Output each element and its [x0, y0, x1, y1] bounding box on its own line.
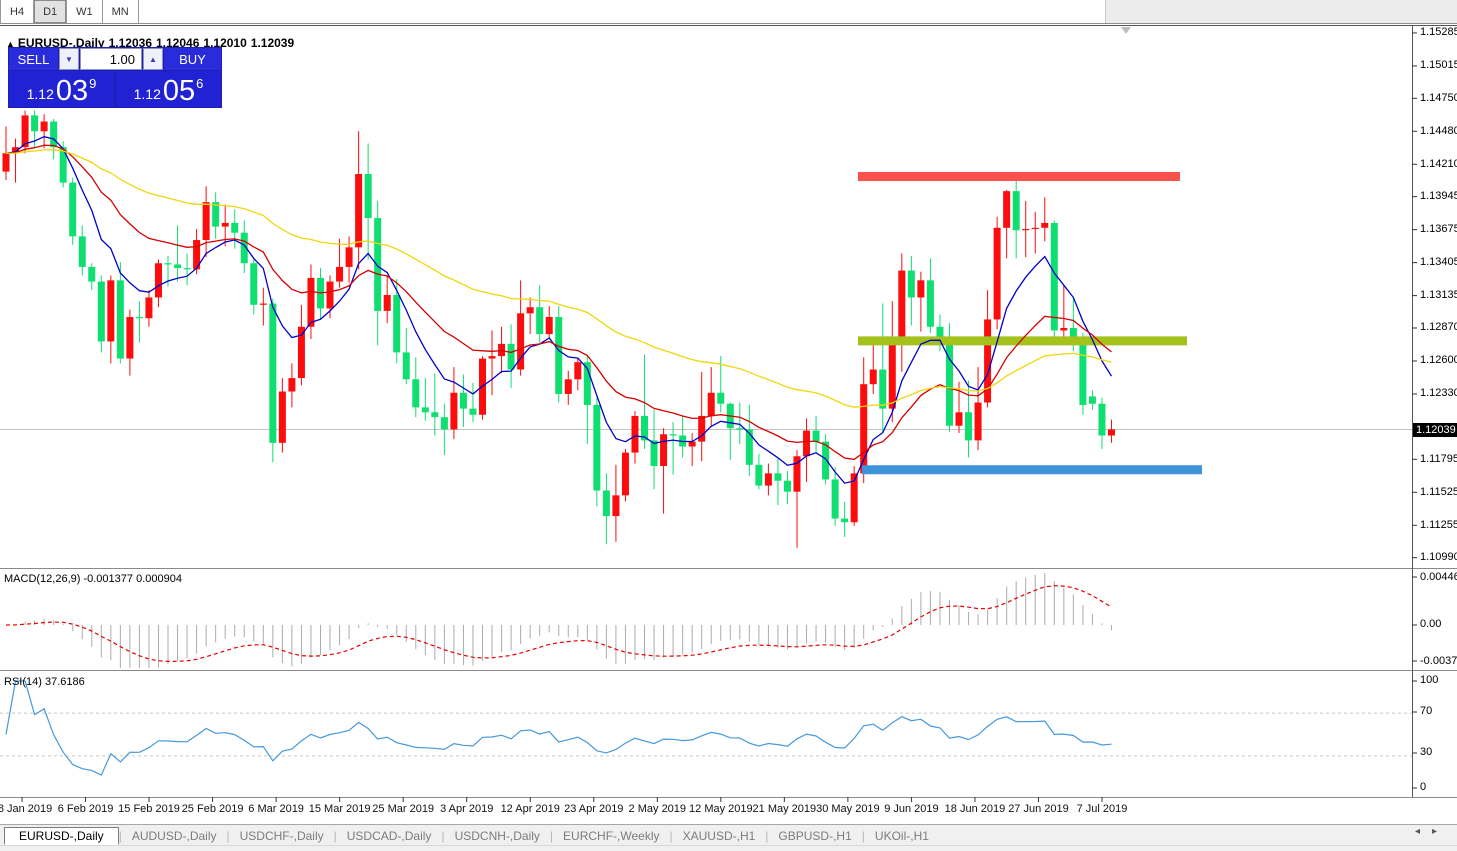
chart-ohlc-header: ▲ EURUSD-,Daily 1.12036 1.12046 1.12010 1.120… [6, 36, 298, 50]
date-axis-label: 18 Jun 2019 [944, 803, 1006, 815]
one-click-trade-panel: SELL ▼ 1.00 ▲ BUY 1.12 03 9 1.12 05 6 [8, 47, 222, 108]
rsi-axis-label: 70 [1420, 705, 1433, 717]
macd-axis-label: -0.003715 [1420, 655, 1457, 667]
ohlc-close: 1.12039 [250, 36, 295, 50]
chart-tab-5[interactable]: EURCHF-,Weekly [563, 828, 660, 843]
ohlc-open: 1.12036 [108, 36, 152, 50]
price-axis-label: 1.13675 [1420, 223, 1457, 236]
rsi-axis-label: 30 [1420, 746, 1433, 758]
price-axis-label: 1.15285 [1420, 26, 1457, 39]
tab-separator: | [118, 828, 122, 843]
price-axis-label: 1.12870 [1420, 321, 1457, 334]
tab-scroll-left-icon[interactable]: ◂ [1414, 826, 1432, 837]
buy-button[interactable]: BUY [164, 48, 221, 70]
chart-tab-0[interactable]: EURUSD-,Daily [4, 826, 119, 845]
ask-price-prefix: 1.12 [133, 86, 161, 102]
top-toolbar: H4 D1 W1 MN [0, 0, 1457, 24]
tab-separator: | [441, 828, 445, 843]
date-axis-label: 15 Feb 2019 [118, 803, 180, 815]
ask-price-pip: 6 [196, 76, 204, 91]
tab-scroll-right-icon[interactable]: ▸ [1431, 826, 1449, 837]
ohlc-low: 1.12010 [203, 36, 247, 50]
date-axis-label: 2 May 2019 [628, 803, 687, 815]
date-axis-label: 25 Mar 2019 [372, 803, 435, 815]
rsi-axis-label: 100 [1420, 674, 1439, 686]
ask-price-button[interactable]: 1.12 05 6 [116, 71, 221, 107]
chart-tab-8[interactable]: UKOil-,H1 [874, 828, 929, 843]
tab-separator: | [765, 828, 769, 843]
bid-price-pip: 9 [89, 76, 97, 91]
macd-label: MACD(12,26,9) -0.001377 0.000904 [4, 573, 182, 585]
bid-price-big: 03 [55, 75, 89, 107]
date-axis-label: 27 Jun 2019 [1008, 803, 1069, 815]
chart-tab-bar: EURUSD-,Daily | AUDUSD-,Daily | USDCHF-,Dail… [0, 824, 1457, 846]
current-price-tag: 1.12039 [1413, 422, 1457, 437]
status-bar [0, 845, 1457, 851]
volume-input[interactable]: 1.00 [80, 48, 142, 70]
price-axis-label: 1.14750 [1420, 91, 1457, 104]
macd-axis-label: 0.00 [1420, 618, 1442, 630]
tab-separator: | [226, 828, 230, 843]
price-axis-label: 1.15015 [1420, 59, 1457, 72]
chart-tab-2[interactable]: USDCHF-,Daily [239, 828, 324, 843]
price-axis-label: 1.12600 [1420, 354, 1457, 367]
timeframe-tab-d1[interactable]: D1 [34, 0, 68, 23]
date-axis-label: 25 Feb 2019 [181, 803, 244, 815]
date-axis-label: 21 May 2019 [752, 803, 817, 815]
price-axis-label: 1.13135 [1420, 289, 1457, 302]
chart-tab-6[interactable]: XAUUSD-,H1 [682, 828, 756, 843]
toolbar-dock [0, 0, 1106, 23]
date-axis-label: 12 Apr 2019 [500, 803, 560, 815]
sell-button[interactable]: SELL [9, 48, 58, 70]
tab-separator: | [333, 828, 337, 843]
chart-tab-3[interactable]: USDCAD-,Daily [346, 828, 432, 843]
price-axis-label: 1.14480 [1420, 124, 1457, 137]
rsi-label: RSI(14) 37.6186 [4, 676, 85, 688]
rsi-axis-label: 0 [1420, 781, 1427, 793]
autoscroll-marker-icon [1121, 27, 1131, 34]
tab-separator: | [861, 828, 865, 843]
price-axis-label: 1.10990 [1420, 551, 1457, 564]
date-axis-label: 3 Apr 2019 [440, 803, 494, 815]
price-axis-label: 1.12330 [1420, 387, 1457, 400]
symbol-title: EURUSD-,Daily [17, 36, 105, 50]
price-axis-label: 1.11795 [1420, 452, 1457, 465]
date-axis-label: 6 Mar 2019 [248, 803, 304, 815]
ask-price-big: 05 [162, 75, 196, 107]
timeframe-toolbar: H4 D1 W1 MN [0, 0, 139, 23]
date-axis-label: 23 Apr 2019 [564, 803, 624, 815]
price-axis-label: 1.14210 [1420, 157, 1457, 170]
date-axis-label: 30 May 2019 [816, 803, 880, 815]
bid-price-button[interactable]: 1.12 03 9 [9, 71, 114, 107]
bid-price-prefix: 1.12 [26, 86, 54, 102]
date-axis-label: 12 May 2019 [689, 803, 753, 815]
price-axis-label: 1.11525 [1420, 485, 1457, 498]
chart-tab-1[interactable]: AUDUSD-,Daily [131, 828, 217, 843]
price-axis-label: 1.13945 [1420, 190, 1457, 203]
timeframe-tab-mn[interactable]: MN [103, 0, 139, 23]
chart-tab-4[interactable]: USDCNH-,Daily [454, 828, 540, 843]
timeframe-tab-w1[interactable]: W1 [67, 0, 103, 23]
ohlc-high: 1.12046 [156, 36, 200, 50]
date-axis-label: 15 Mar 2019 [308, 803, 371, 815]
price-axis-label: 1.11255 [1420, 518, 1457, 531]
collapse-panel-icon[interactable]: ▲ [6, 39, 15, 49]
date-axis-label: 7 Jul 2019 [1076, 803, 1128, 815]
date-axis-label: 28 Jan 2019 [0, 803, 53, 815]
volume-increase-button[interactable]: ▲ [143, 48, 163, 70]
volume-decrease-button[interactable]: ▼ [59, 48, 79, 70]
macd-axis-label: 0.004465 [1420, 571, 1457, 583]
timeframe-tab-h4[interactable]: H4 [0, 0, 35, 23]
date-axis-label: 6 Feb 2019 [57, 803, 114, 815]
date-axis-label: 9 Jun 2019 [884, 803, 939, 815]
price-axis-label: 1.13405 [1420, 256, 1457, 269]
chart-tab-7[interactable]: GBPUSD-,H1 [778, 828, 852, 843]
tab-scroll-arrows[interactable]: ◂▸ [1415, 826, 1449, 837]
tab-separator: | [669, 828, 673, 843]
tab-separator: | [549, 828, 554, 843]
